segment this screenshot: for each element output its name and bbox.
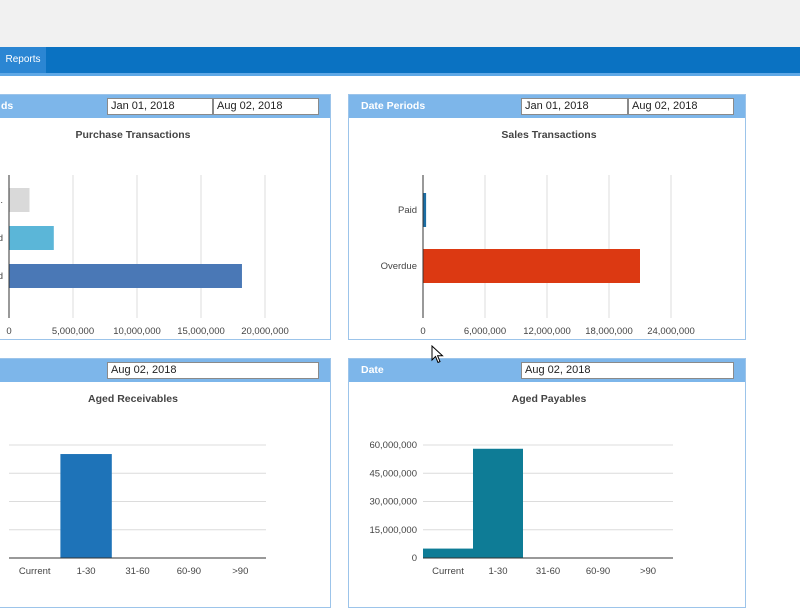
chart-title: Sales Transactions [501, 129, 596, 141]
panel-header: Date Periods Jan 01, 2018 Aug 02, 2018 [349, 95, 745, 118]
chart-title: Purchase Transactions [76, 129, 191, 141]
y-tick-label: 30,000,000 [369, 497, 417, 508]
browser-top-strip [0, 0, 800, 47]
y-tick-label: 0 [412, 553, 417, 564]
panel-header-title: Date [361, 364, 384, 376]
category-label: d [0, 271, 3, 282]
x-tick-label: 0 [420, 326, 425, 337]
mouse-cursor-icon [431, 345, 444, 364]
category-label: Paid [398, 205, 417, 216]
purchase-transactions-panel: ds Jan 01, 2018 Aug 02, 2018 Purchase Tr… [0, 94, 331, 340]
x-tick-label: 15,000,000 [177, 326, 225, 337]
date-input[interactable]: Aug 02, 2018 [107, 362, 319, 379]
aged-payables-chart: Aged Payables 0 15,000,000 30,000,000 45,000… [369, 393, 673, 577]
x-tick-label: 1-30 [77, 566, 96, 577]
aged-receivables-chart: Aged Receivables Current 1-30 31-60 60-90 >90 [9, 393, 266, 577]
x-tick-label: 0 [6, 326, 11, 337]
x-tick-label: 6,000,000 [464, 326, 506, 337]
bar [423, 193, 427, 227]
y-tick-label: 60,000,000 [369, 440, 417, 451]
y-tick-label: 15,000,000 [369, 525, 417, 536]
x-tick-label: 18,000,000 [585, 326, 633, 337]
x-tick-label: 60-90 [177, 566, 201, 577]
panel-header: ds Jan 01, 2018 Aug 02, 2018 [0, 95, 330, 118]
x-tick-label: 5,000,000 [52, 326, 94, 337]
bar [423, 249, 640, 283]
main-navbar: Reports [0, 47, 800, 73]
x-tick-label: 60-90 [586, 566, 610, 577]
x-tick-label: 12,000,000 [523, 326, 571, 337]
purchase-transactions-chart: Purchase Transactions 0 5,000,000 10,000,00… [0, 129, 289, 337]
chart-title: Aged Receivables [88, 393, 178, 405]
bar [60, 454, 112, 558]
x-tick-label: 1-30 [488, 566, 507, 577]
bar [9, 226, 54, 250]
aged-payables-panel: Date Aug 02, 2018 Aged Payables 0 15,000,0… [348, 358, 746, 608]
panel-header-title: ds [1, 100, 14, 112]
y-tick-label: 45,000,000 [369, 468, 417, 479]
sales-transactions-chart: Sales Transactions 0 6,000,000 12,000,000 18… [381, 129, 695, 337]
date-input[interactable]: Aug 02, 2018 [521, 362, 734, 379]
x-tick-label: >90 [232, 566, 248, 577]
panel-header-title: Date Periods [361, 100, 426, 112]
date-to-input[interactable]: Aug 02, 2018 [628, 98, 734, 115]
x-tick-label: Current [432, 566, 464, 577]
x-tick-label: 24,000,000 [647, 326, 695, 337]
bar [9, 188, 30, 212]
x-tick-label: 31-60 [536, 566, 560, 577]
category-label: ... [0, 195, 3, 206]
tab-reports[interactable]: Reports [0, 47, 46, 73]
x-tick-label: Current [19, 566, 51, 577]
category-label: Overdue [381, 261, 417, 272]
date-to-input[interactable]: Aug 02, 2018 [213, 98, 319, 115]
chart-title: Aged Payables [512, 393, 587, 405]
x-tick-label: >90 [640, 566, 656, 577]
bar [423, 548, 473, 558]
panel-header: Aug 02, 2018 [0, 359, 330, 382]
x-tick-label: 20,000,000 [241, 326, 289, 337]
sales-transactions-panel: Date Periods Jan 01, 2018 Aug 02, 2018 S… [348, 94, 746, 340]
aged-receivables-panel: Aug 02, 2018 Aged Receivables Current 1-30… [0, 358, 331, 608]
date-from-input[interactable]: Jan 01, 2018 [521, 98, 628, 115]
navbar-underline [0, 73, 800, 76]
panel-header: Date Aug 02, 2018 [349, 359, 745, 382]
x-tick-label: 31-60 [125, 566, 149, 577]
bar [9, 264, 242, 288]
x-tick-label: 10,000,000 [113, 326, 161, 337]
date-from-input[interactable]: Jan 01, 2018 [107, 98, 213, 115]
bar [473, 448, 523, 558]
category-label: d [0, 233, 3, 244]
